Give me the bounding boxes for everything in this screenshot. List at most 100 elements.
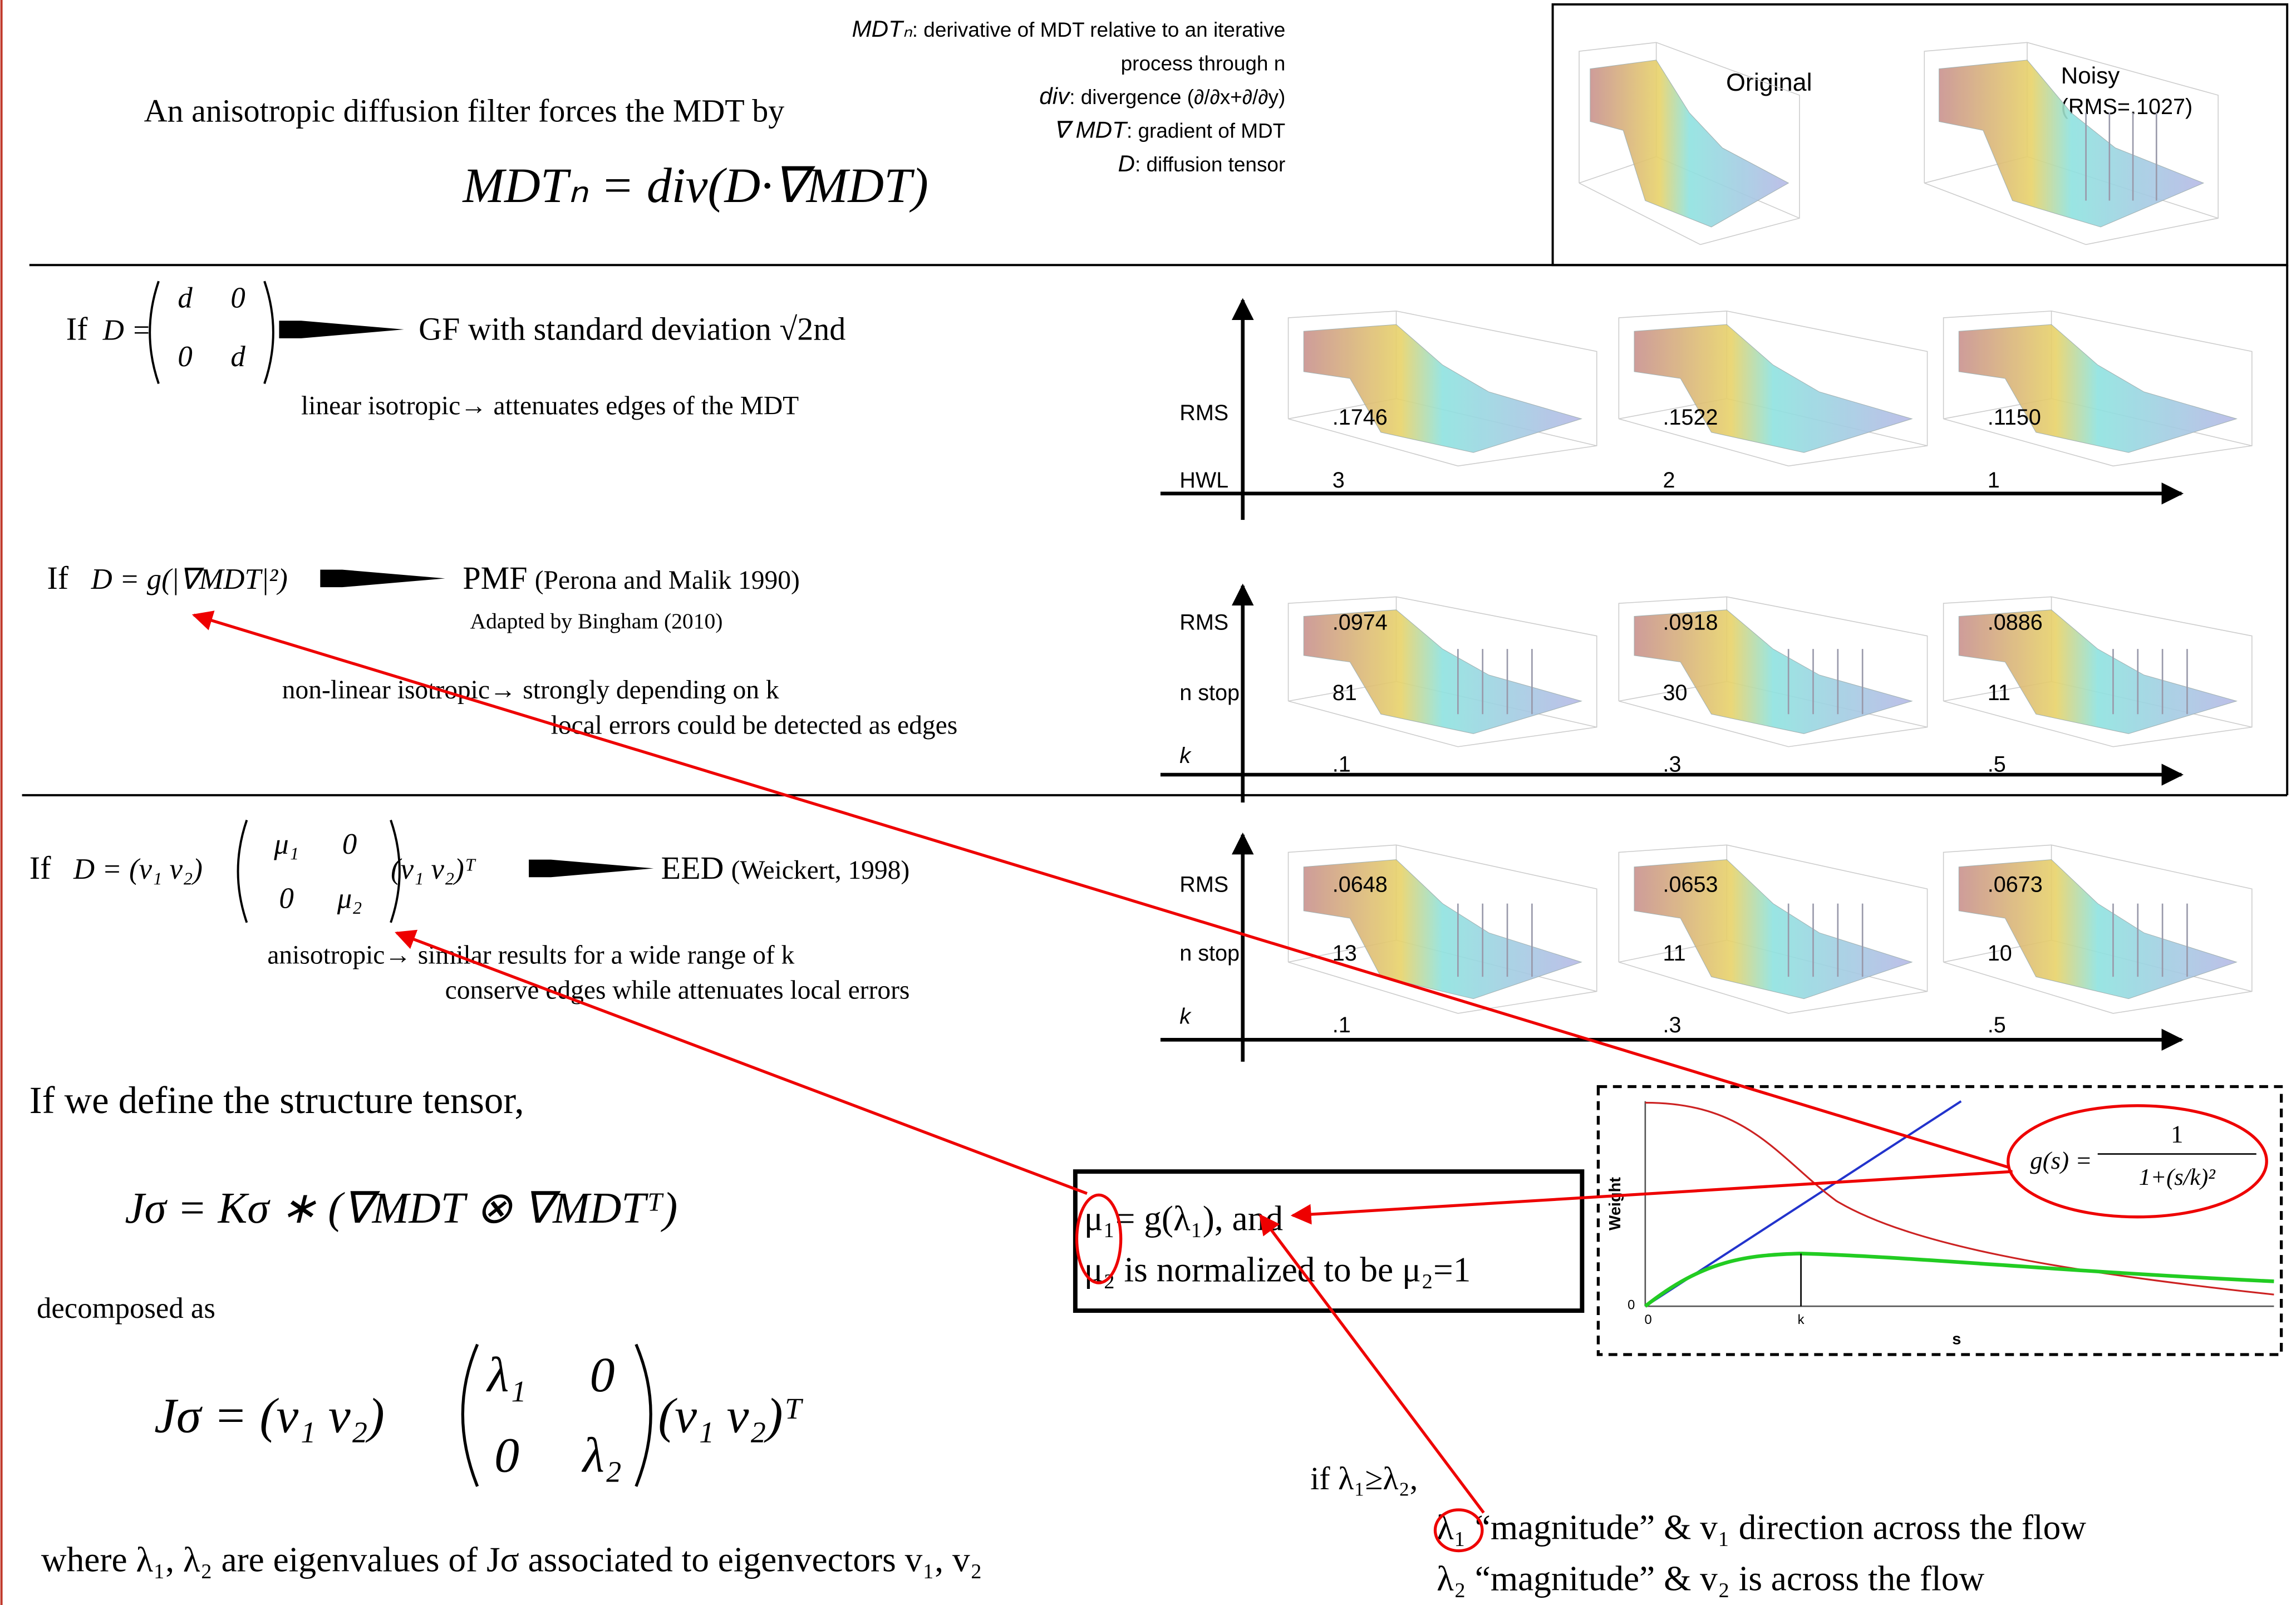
row-label: RMS bbox=[1179, 401, 1228, 425]
where: where λ₁, λ₂ are eigenvalues of Jσ assoc… bbox=[41, 1540, 982, 1579]
rhs: (v₁ v₂)ᵀ bbox=[391, 853, 476, 885]
result-value: .1 bbox=[1333, 1013, 1351, 1037]
surface-plot bbox=[1944, 311, 2252, 466]
note: anisotropic→ similar results for a wide … bbox=[267, 941, 794, 970]
matrix-entry: 0 bbox=[342, 828, 357, 860]
result-name: GF with standard deviation √2nd bbox=[419, 311, 845, 347]
result-name: EED bbox=[661, 850, 724, 886]
matrix-entry: 0 bbox=[279, 883, 293, 915]
implies-arrow bbox=[279, 321, 404, 338]
legend: MDTₙ: derivative of MDT relative to an i… bbox=[852, 16, 1286, 176]
result-value: 2 bbox=[1663, 468, 1675, 493]
row-label: HWL bbox=[1179, 468, 1228, 493]
denominator: 1+(s/k)² bbox=[2139, 1164, 2216, 1190]
condition-line: λ₂ “magnitude” & v₂ is across the flow bbox=[1437, 1559, 1984, 1598]
result-value: .0673 bbox=[1988, 873, 2043, 897]
box bbox=[1075, 1171, 1582, 1311]
numerator: 1 bbox=[2171, 1120, 2183, 1148]
slide: An anisotropic diffusion filter forces t… bbox=[0, 0, 2296, 1605]
result-name: PMF bbox=[463, 560, 527, 596]
row-label: k bbox=[1179, 744, 1192, 768]
result: GF with standard deviation √2nd bbox=[419, 311, 845, 347]
condition: If bbox=[47, 560, 68, 596]
decomposed: decomposed as bbox=[37, 1292, 215, 1325]
result-value: .1 bbox=[1333, 752, 1351, 777]
legend-desc: process through n bbox=[1121, 52, 1286, 75]
result-value: 10 bbox=[1988, 941, 2012, 966]
result-value: 30 bbox=[1663, 681, 1688, 705]
noisy-label: Noisy bbox=[2061, 62, 2120, 88]
surface-plot bbox=[1944, 845, 2252, 1013]
x-label: s bbox=[1952, 1331, 1961, 1348]
result-value: .0648 bbox=[1333, 873, 1388, 897]
note: conserve edges while attenuates local er… bbox=[445, 976, 910, 1005]
lhs: D = (v₁ v₂) bbox=[73, 853, 203, 885]
matrix-brackets bbox=[150, 281, 273, 383]
box-line: μ₂ is normalized to be μ₂=1 bbox=[1084, 1250, 1471, 1289]
row-label: RMS bbox=[1179, 611, 1228, 635]
result: PMF (Perona and Malik 1990) bbox=[463, 560, 800, 596]
result-value: 11 bbox=[1663, 941, 1686, 966]
surface-plot bbox=[1289, 311, 1597, 466]
matrix-entry: 0 bbox=[494, 1428, 519, 1483]
condition: If bbox=[30, 850, 51, 886]
result-value: .5 bbox=[1988, 1013, 2006, 1037]
surface bbox=[1304, 324, 1581, 452]
result-value: .3 bbox=[1663, 1013, 1682, 1037]
legend-line: process through n bbox=[1121, 52, 1286, 75]
result-note: (Perona and Malik 1990) bbox=[535, 566, 800, 595]
matrix-entry: d bbox=[178, 282, 193, 314]
implies-arrow bbox=[320, 570, 445, 588]
surface bbox=[1634, 324, 1912, 452]
surface-plot bbox=[1619, 845, 1927, 1013]
result-value: .0918 bbox=[1663, 611, 1718, 635]
note: non-linear isotropic→ strongly depending… bbox=[282, 676, 779, 705]
structure-intro: If we define the structure tensor, bbox=[30, 1079, 524, 1121]
result-value: .3 bbox=[1663, 752, 1682, 777]
condition-intro: if λ₁≥λ₂, bbox=[1310, 1460, 1418, 1496]
result-value: .0653 bbox=[1663, 873, 1718, 897]
legend-term: MDTₙ bbox=[852, 16, 913, 42]
result-value: .5 bbox=[1988, 752, 2006, 777]
result-sub: Adapted by Bingham (2010) bbox=[470, 609, 723, 633]
x-tick: 0 bbox=[1645, 1313, 1652, 1327]
lhs: D = bbox=[102, 314, 151, 347]
result-value: 81 bbox=[1333, 681, 1357, 705]
result-value: 1 bbox=[1988, 468, 2000, 493]
structure-formula: Jσ = Kσ ∗ (∇MDT ⊗ ∇MDTᵀ) bbox=[125, 1184, 677, 1233]
condition-line: λ₁ “magnitude” & v₁ direction across the… bbox=[1437, 1508, 2086, 1547]
matrix-entry: λ₂ bbox=[581, 1428, 622, 1483]
result-value: .1522 bbox=[1663, 405, 1718, 430]
result-value: 3 bbox=[1333, 468, 1345, 493]
legend-line: D: diffusion tensor bbox=[1118, 150, 1285, 176]
note: local errors could be detected as edges bbox=[551, 711, 958, 740]
legend-line: div: divergence (∂/∂x+∂/∂y) bbox=[1039, 83, 1285, 109]
result-note: (Weickert, 1998) bbox=[731, 856, 910, 885]
legend-term: D bbox=[1118, 150, 1134, 176]
x-tick: k bbox=[1798, 1313, 1805, 1327]
matrix-entry: λ₁ bbox=[485, 1347, 526, 1402]
condition: If bbox=[66, 311, 88, 347]
legend-line: MDTₙ: derivative of MDT relative to an i… bbox=[852, 16, 1286, 42]
result-value: .0886 bbox=[1988, 611, 2043, 635]
formula-lhs: g(s) = bbox=[2030, 1146, 2092, 1174]
y-label: Weight bbox=[1606, 1177, 1624, 1230]
implies-arrow bbox=[529, 860, 653, 878]
result-value: 11 bbox=[1988, 681, 2010, 705]
matrix-entry: μ₁ bbox=[273, 828, 299, 860]
decomposition-lhs: Jσ = (v₁ v₂) bbox=[154, 1389, 385, 1444]
arrow bbox=[397, 933, 1087, 1193]
row-label: k bbox=[1179, 1004, 1192, 1028]
result: EED(Weickert, 1998) bbox=[661, 850, 910, 886]
intro: An anisotropic diffusion filter forces t… bbox=[144, 92, 785, 129]
legend-term: ∇ MDT bbox=[1054, 116, 1129, 142]
note: linear isotropic→ attenuates edges of th… bbox=[301, 392, 799, 421]
row-label: n stop bbox=[1179, 941, 1240, 966]
legend-desc: : gradient of MDT bbox=[1127, 119, 1285, 142]
legend-desc: : diffusion tensor bbox=[1135, 153, 1285, 176]
surface-plot bbox=[1619, 311, 1927, 466]
result-value: .1150 bbox=[1988, 405, 2041, 430]
